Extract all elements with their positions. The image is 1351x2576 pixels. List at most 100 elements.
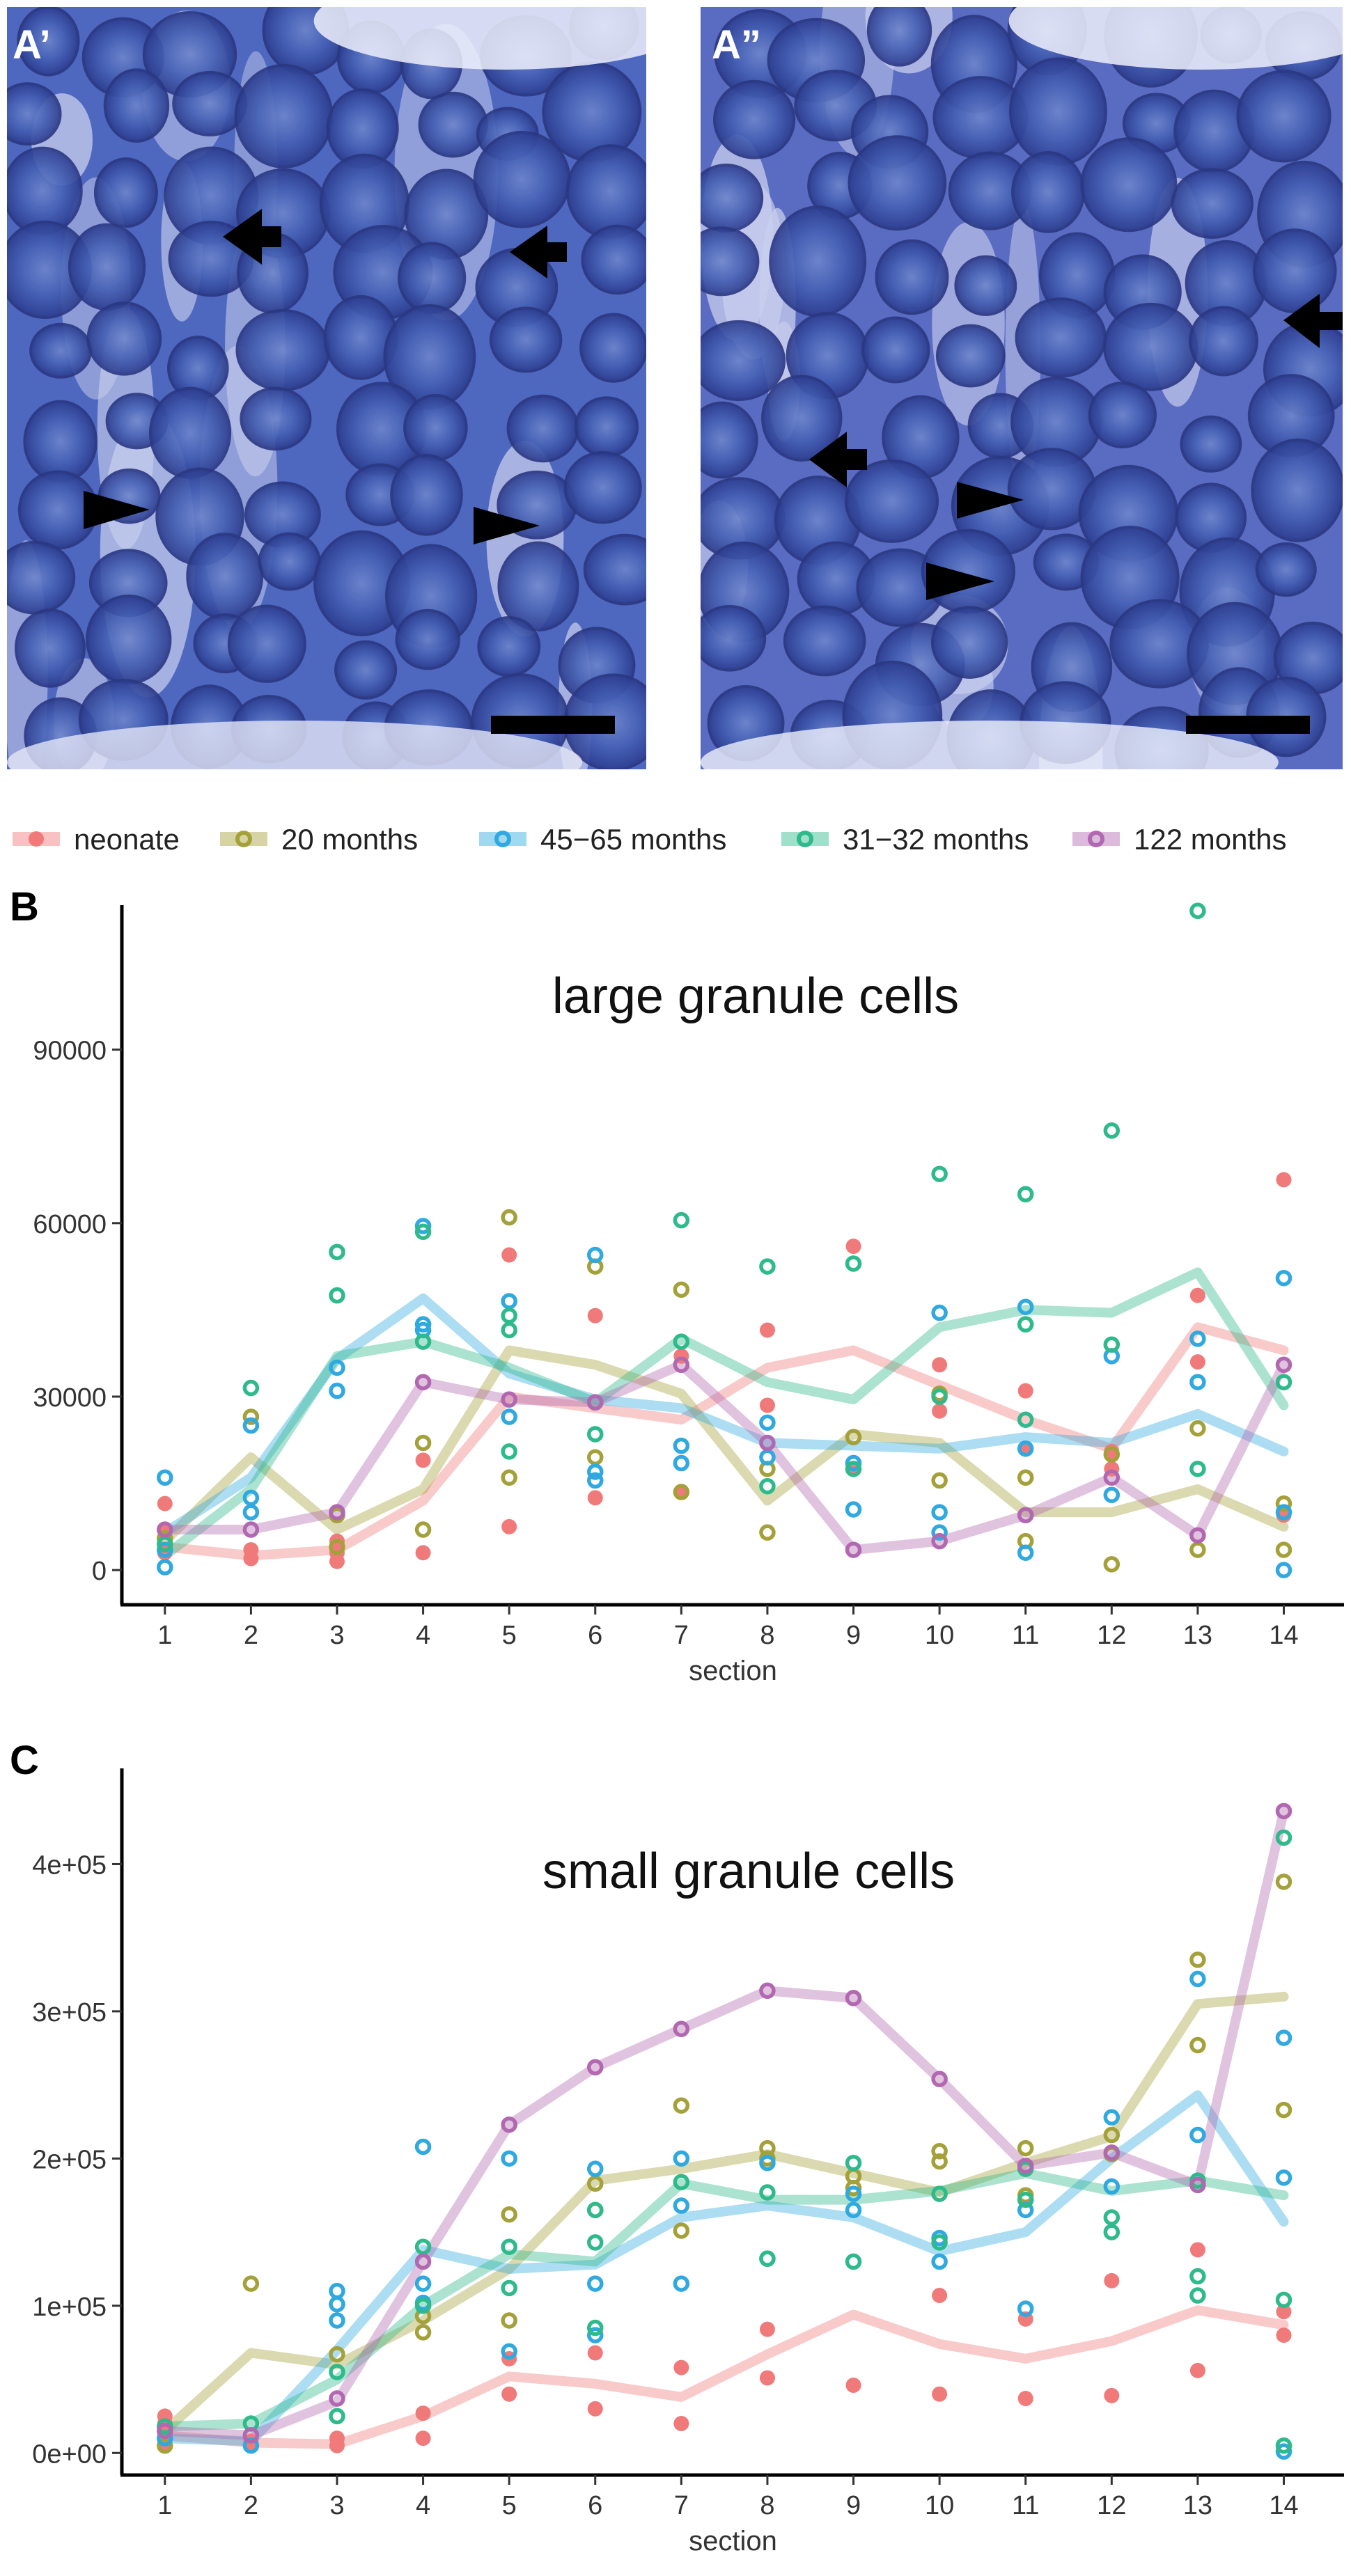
cell-body: [761, 375, 843, 462]
legend-label: 20 months: [281, 823, 418, 856]
data-point: [673, 1437, 690, 1454]
data-point: [1189, 1354, 1205, 1370]
cell-body: [1009, 57, 1107, 166]
data-point: [673, 1281, 690, 1298]
data-point: [157, 1536, 173, 1553]
data-point: [501, 1247, 517, 1263]
data-point: [845, 1501, 862, 1518]
data-point: [931, 2185, 948, 2202]
data-point: [1275, 1874, 1293, 1890]
data-point: [501, 1391, 517, 1408]
data-point: [1275, 2291, 1293, 2309]
data-point: [931, 1472, 948, 1489]
data-point: [759, 1397, 775, 1413]
legend-item: 31−32 months: [781, 823, 1029, 856]
data-point: [242, 1521, 260, 1538]
data-point: [157, 2437, 173, 2454]
data-point: [759, 2154, 776, 2171]
data-point: [673, 2174, 690, 2190]
cell-body: [701, 320, 786, 402]
data-point: [501, 2343, 517, 2360]
cell-body: [1236, 70, 1332, 163]
data-point: [329, 1359, 345, 1376]
micrograph-left-cells: [7, 7, 646, 769]
cell-body: [17, 7, 80, 77]
data-point: [414, 2253, 432, 2270]
legend-label: neonate: [74, 823, 180, 856]
x-tick-label: 13: [1183, 1621, 1212, 1650]
cell-body: [477, 615, 541, 677]
data-point: [1017, 2391, 1033, 2407]
data-point: [501, 1443, 517, 1460]
series-line: [159, 1345, 1289, 1546]
micrograph-left-label: A’: [13, 22, 51, 68]
data-point: [242, 1417, 260, 1434]
cell-body: [489, 306, 563, 373]
data-point: [587, 1472, 604, 1489]
legend: neonate 20 months 45−65 months 31−32 months…: [13, 823, 1286, 856]
data-point: [1017, 1298, 1034, 1316]
data-point: [759, 1434, 776, 1452]
data-point: [587, 2327, 604, 2343]
data-point: [1275, 1829, 1293, 1846]
data-point: [414, 2275, 432, 2292]
data-point: [587, 1394, 604, 1411]
data-point: [1189, 1461, 1206, 1477]
x-tick-label: 3: [329, 1621, 344, 1650]
data-point: [1275, 2169, 1293, 2186]
data-point: [845, 1990, 862, 2006]
data-point: [242, 1504, 260, 1521]
data-point: [157, 1495, 173, 1511]
cell-body: [258, 532, 321, 591]
data-point: [157, 1559, 173, 1576]
data-point: [1103, 2109, 1120, 2126]
x-tick-label: 10: [925, 1621, 954, 1650]
bright-area: [1008, 7, 1343, 70]
data-point: [243, 1542, 259, 1558]
data-point: [1017, 1544, 1034, 1561]
legend-label: 122 months: [1134, 823, 1286, 856]
data-point: [415, 2405, 431, 2421]
cell-body: [565, 144, 646, 239]
data-point: [329, 1539, 345, 1555]
cell-body: [583, 533, 646, 606]
data-point: [414, 2238, 432, 2255]
data-point: [1103, 1122, 1120, 1139]
data-point: [931, 1388, 948, 1405]
y-tick-label: 0e+00: [32, 2440, 107, 2469]
legend-marker: [494, 831, 511, 847]
data-point: [1275, 1562, 1293, 1578]
data-point: [759, 2250, 776, 2267]
data-point: [759, 1477, 776, 1495]
legend-item: 122 months: [1072, 823, 1286, 856]
data-point: [414, 2138, 432, 2155]
arrow-icon: [510, 226, 567, 278]
cell-body: [93, 157, 158, 228]
x-tick-label: 1: [157, 1621, 172, 1650]
data-point: [1189, 1420, 1206, 1437]
cell-body: [240, 386, 312, 451]
data-point: [759, 2321, 775, 2337]
series-line: [159, 2305, 1289, 2449]
data-point: [1103, 2209, 1120, 2226]
data-point: [1276, 1172, 1292, 1188]
data-point: [1103, 1556, 1120, 1573]
data-point: [1275, 2443, 1293, 2460]
x-tick-label: 2: [244, 2491, 258, 2520]
data-point: [414, 1333, 432, 1350]
data-point: [329, 2295, 345, 2313]
data-point: [1189, 2036, 1206, 2054]
legend-item: neonate: [13, 823, 180, 856]
data-point: [501, 2312, 517, 2329]
x-tick-label: 6: [588, 2491, 602, 2520]
data-point: [1189, 2126, 1206, 2144]
data-point: [1189, 2362, 1205, 2378]
data-point: [1103, 2126, 1120, 2144]
data-point: [1275, 1541, 1293, 1558]
x-tick-label: 8: [760, 2491, 774, 2520]
data-point: [587, 2345, 603, 2361]
data-point: [501, 1307, 517, 1324]
data-point: [587, 1463, 604, 1480]
legend-marker: [1088, 831, 1104, 847]
arrowhead-icon: [926, 563, 994, 600]
